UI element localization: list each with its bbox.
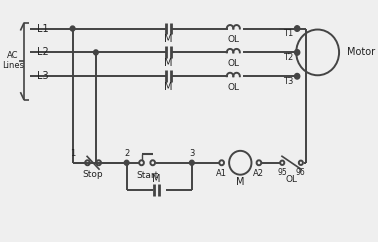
Text: Start: Start xyxy=(136,171,158,180)
Text: M: M xyxy=(236,177,245,187)
Text: 2: 2 xyxy=(124,149,129,158)
Text: A2: A2 xyxy=(253,169,265,178)
Text: 3: 3 xyxy=(189,149,195,158)
Text: 95: 95 xyxy=(277,168,287,177)
Text: L3: L3 xyxy=(37,71,49,81)
Text: Stop: Stop xyxy=(83,170,104,179)
Text: OL: OL xyxy=(285,175,297,184)
Text: L2: L2 xyxy=(37,47,49,57)
Text: 1: 1 xyxy=(70,149,75,158)
Text: M: M xyxy=(152,174,161,184)
Text: 96: 96 xyxy=(296,168,306,177)
Text: M: M xyxy=(164,58,173,68)
Circle shape xyxy=(294,26,300,31)
Text: T3: T3 xyxy=(283,77,293,86)
Text: OL: OL xyxy=(228,83,240,92)
Text: OL: OL xyxy=(228,35,240,44)
Text: T1: T1 xyxy=(283,29,293,38)
Circle shape xyxy=(124,160,129,165)
Text: L1: L1 xyxy=(37,23,49,34)
Circle shape xyxy=(70,26,75,31)
Circle shape xyxy=(189,160,194,165)
Circle shape xyxy=(294,50,300,55)
Circle shape xyxy=(93,50,98,55)
Circle shape xyxy=(294,74,300,79)
Text: M: M xyxy=(164,34,173,45)
Text: AC
Lines: AC Lines xyxy=(2,51,24,70)
Text: A1: A1 xyxy=(216,169,227,178)
Text: Motor: Motor xyxy=(347,47,376,57)
Text: T2: T2 xyxy=(283,53,293,62)
Text: M: M xyxy=(164,82,173,92)
Text: OL: OL xyxy=(228,59,240,68)
